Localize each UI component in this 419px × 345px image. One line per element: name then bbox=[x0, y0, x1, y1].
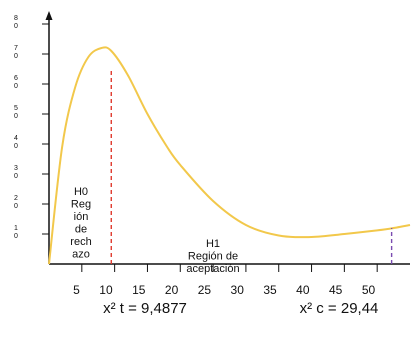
x-tick-label: 35 bbox=[263, 283, 277, 297]
curve-layer bbox=[48, 46, 411, 265]
region-label-h1: H1 Región de aceptación bbox=[186, 238, 239, 275]
region-label-line: de bbox=[75, 224, 87, 236]
y-axis-arrow bbox=[45, 11, 53, 20]
x-tick-label: 40 bbox=[296, 283, 310, 297]
statistics-layer: x² t = 9,4877 x² c = 29,44 bbox=[103, 300, 378, 317]
region-label-h0: H0 Reg ión de rech azo bbox=[70, 186, 91, 261]
statistic-chi-c: x² c = 29,44 bbox=[300, 300, 379, 317]
statistic-chi-t: x² t = 9,4877 bbox=[103, 300, 187, 317]
region-label-line: H1 bbox=[206, 238, 220, 250]
region-label-line: azo bbox=[72, 249, 90, 261]
vline-layer bbox=[110, 70, 393, 264]
x-tick-label: 30 bbox=[231, 283, 245, 297]
x-tick-label: 20 bbox=[165, 283, 179, 297]
region-label-line: Región de bbox=[188, 251, 238, 263]
ticks-layer: 5 10 15 20 25 30 35 40 45 50 1 0 2 0 3 0 4 0 5 0 6 0 7 0 8 0 bbox=[14, 15, 378, 297]
region-label-line: H0 bbox=[74, 186, 88, 198]
x-tick-label: 5 bbox=[73, 283, 80, 297]
axes-layer bbox=[45, 11, 410, 265]
x-tick-label: 15 bbox=[132, 283, 146, 297]
region-label-line: ión bbox=[74, 211, 89, 223]
region-label-line: rech bbox=[70, 236, 91, 248]
x-tick-label: 10 bbox=[99, 283, 113, 297]
region-label-line: Reg bbox=[71, 199, 91, 211]
region-label-line: aceptación bbox=[186, 263, 239, 275]
x-tick-label: 50 bbox=[362, 283, 376, 297]
density-curve bbox=[48, 46, 411, 265]
x-tick-label: 45 bbox=[329, 283, 343, 297]
x-tick-label: 25 bbox=[198, 283, 212, 297]
